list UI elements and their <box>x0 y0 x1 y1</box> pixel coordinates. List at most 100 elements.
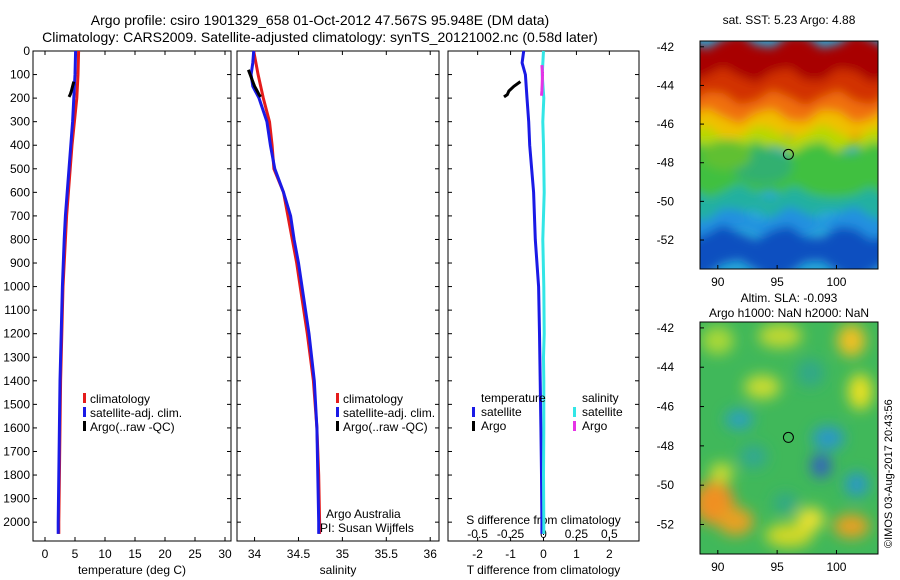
map-x-tick-label: 90 <box>711 275 725 289</box>
y-tick-label: 700 <box>10 209 30 223</box>
y-tick-label: 0 <box>23 44 30 58</box>
legend-title: temperature <box>481 391 546 405</box>
y-tick-label: 1700 <box>3 444 30 458</box>
sla-blob <box>739 444 768 469</box>
y-tick-label: 1100 <box>4 303 30 317</box>
series-salinity-argo <box>540 65 544 96</box>
y-tick-label: 100 <box>10 68 30 82</box>
x-tick-label: 2 <box>606 547 613 561</box>
map-y-tick-label: -46 <box>657 117 675 131</box>
x-tick-label: 10 <box>98 547 112 561</box>
sst-band <box>700 224 878 269</box>
legend-label: Argo <box>582 419 608 433</box>
x-tick-label: 0 <box>540 547 547 561</box>
legend-swatch <box>573 421 576 431</box>
series-climatology <box>252 50 322 534</box>
sla-blob <box>844 472 869 497</box>
x-tick-label: 30 <box>218 547 232 561</box>
legend-label: Argo(..raw -QC) <box>90 420 175 434</box>
series-temperature-argo <box>503 80 522 99</box>
x2-tick-label: 0 <box>540 527 547 541</box>
legend-label: Argo <box>481 419 507 433</box>
sla-blob <box>717 507 754 536</box>
x-tick-label: -2 <box>472 547 483 561</box>
panel-frame <box>32 50 232 542</box>
map2-title-line1: Altim. SLA: -0.093 <box>740 291 838 305</box>
x-tick-label: 25 <box>188 547 202 561</box>
x2-tick-label: 0.5 <box>601 527 618 541</box>
map2-title-line2: Argo h1000: NaN h2000: NaN <box>708 306 870 320</box>
x-tick-label: 36 <box>424 547 438 561</box>
x-tick-label: 0 <box>42 547 49 561</box>
legend-label: satellite-adj. clim. <box>343 406 435 420</box>
plot-title-line1: Argo profile: csiro 1901329_658 01-Oct-2… <box>90 12 550 28</box>
map-x-tick-label: 95 <box>770 275 784 289</box>
profile-panel-1: 0100200300400500600700800900100011001200… <box>3 44 232 577</box>
sla-blob <box>796 359 825 388</box>
sla-blob <box>765 523 813 548</box>
map-x-tick-label: 95 <box>770 560 784 574</box>
x-axis-label: T difference from climatology <box>467 563 621 577</box>
legend-swatch <box>336 407 339 417</box>
y-tick-label: 500 <box>10 162 30 176</box>
map-field <box>700 322 878 554</box>
profile-panel-2: 34 34.5 35 35.5 36 salinity climatologysatelli… <box>236 50 440 577</box>
y-tick-label: 300 <box>10 115 30 129</box>
y-tick-label: 1800 <box>3 468 30 482</box>
legend-swatch <box>83 393 86 403</box>
x-tick-label: -1 <box>505 547 516 561</box>
series-temperature-satellite <box>520 50 544 534</box>
profile-panel-3: -2 -1 0 1 2 T difference from climatology -0.5… <box>447 50 640 577</box>
y-tick-label: 600 <box>10 185 30 199</box>
sst-patch <box>793 157 874 198</box>
sla-blob <box>701 326 734 355</box>
y-tick-label: 1000 <box>3 280 30 294</box>
x-tick-label: 35 <box>336 547 350 561</box>
x2-tick-label: 0.25 <box>565 527 589 541</box>
map-y-tick-label: -48 <box>657 439 675 453</box>
map-y-tick-label: -50 <box>657 194 675 208</box>
sst-patch <box>701 140 752 170</box>
map-y-tick-label: -44 <box>657 360 675 374</box>
legend-label: satellite <box>582 405 623 419</box>
y-tick-label: 1900 <box>3 492 30 506</box>
y-tick-label: 1300 <box>3 350 30 364</box>
panel-frame <box>236 50 440 542</box>
legend-label: satellite-adj. clim. <box>90 406 182 420</box>
legend-label: satellite <box>481 405 522 419</box>
y-tick-label: 200 <box>10 91 30 105</box>
institution-note: Argo Australia <box>326 507 401 521</box>
argo-position-marker <box>782 148 794 160</box>
map-x-tick-label: 90 <box>711 560 725 574</box>
series-argo-raw-qc- <box>246 69 262 98</box>
x-tick-label: 34.5 <box>287 547 311 561</box>
map-y-tick-label: -44 <box>657 78 675 92</box>
legend-swatch <box>336 393 339 403</box>
series-satellite-adj-clim- <box>249 50 321 534</box>
legend-swatch <box>472 421 475 431</box>
map-y-tick-label: -48 <box>657 156 675 170</box>
y-tick-label: 2000 <box>3 515 30 529</box>
legend-label: climatology <box>343 392 403 406</box>
series-salinity-satellite <box>540 50 546 534</box>
x-tick-label: 5 <box>72 547 79 561</box>
credit-text: ©IMOS 03-Aug-2017 20:43:56 <box>883 399 895 548</box>
map-y-tick-label: -46 <box>657 400 675 414</box>
map1-title: sat. SST: 5.23 Argo: 4.88 <box>722 13 856 27</box>
sla-map: -42 -44 -46 -48 -50 -52 90 95 100 <box>657 321 879 574</box>
sla-blob <box>837 324 866 357</box>
x-axis-label: salinity <box>320 563 357 577</box>
map-y-tick-label: -52 <box>657 518 675 532</box>
y-tick-label: 1200 <box>3 327 30 341</box>
sla-blob <box>848 373 873 410</box>
sla-blob <box>796 507 825 532</box>
argo-position-marker <box>782 431 794 443</box>
y-tick-label: 1600 <box>3 421 30 435</box>
sla-blob <box>744 374 781 399</box>
sla-blob <box>812 426 845 450</box>
x-tick-label: 34 <box>248 547 262 561</box>
sst-band <box>700 183 878 229</box>
